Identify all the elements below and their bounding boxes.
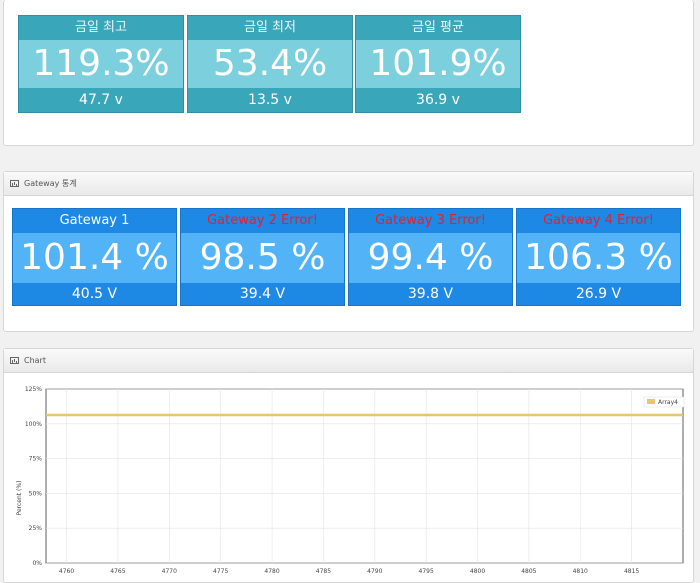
gateway-card-voltage: 26.9 V [517, 283, 680, 305]
stat-card-max: 금일 최고 119.3% 47.7 v [18, 15, 184, 113]
stat-card-title: 금일 최저 [188, 16, 352, 40]
x-tick-label: 4770 [162, 568, 177, 575]
gateway-card-percent: 99.4 % [349, 233, 512, 283]
gateway-card-title: Gateway 3 Error! [349, 209, 512, 233]
chart-panel: Chart 0% 25% 50% 75% 100% 125% 4760 4765 4770 47… [3, 348, 694, 583]
y-tick-label: 50% [29, 490, 43, 497]
chart-panel-title: Chart [24, 355, 46, 365]
y-tick-label: 100% [25, 421, 42, 428]
gateway-card-voltage: 39.4 V [181, 283, 344, 305]
x-tick-label: 4805 [521, 568, 536, 575]
stat-card-voltage: 47.7 v [19, 88, 183, 112]
x-ticks: 4760 4765 4770 4775 4780 4785 4790 4795 4800 4805… [59, 568, 640, 575]
bar-chart-icon [10, 180, 19, 187]
y-tick-label: 75% [29, 456, 43, 463]
y-ticks: 0% 25% 50% 75% 100% 125% [25, 386, 42, 567]
line-chart: 0% 25% 50% 75% 100% 125% 4760 4765 4770 4775 4780… [16, 386, 685, 575]
stat-card-percent: 53.4% [188, 40, 352, 88]
legend-label: Array4 [658, 399, 678, 406]
stat-card-title: 금일 평균 [356, 16, 520, 40]
gateway-panel-title: Gateway 통계 [24, 178, 77, 188]
x-tick-label: 4795 [419, 568, 434, 575]
legend-box [643, 396, 685, 408]
gateway-card-4: Gateway 4 Error! 106.3 % 26.9 V [516, 208, 681, 306]
gateway-card-voltage: 40.5 V [13, 283, 176, 305]
stat-card-percent: 119.3% [19, 40, 183, 88]
stat-card-voltage: 13.5 v [188, 88, 352, 112]
stat-card-voltage: 36.9 v [356, 88, 520, 112]
chart-grid [45, 388, 684, 564]
gateway-card-percent: 106.3 % [517, 233, 680, 283]
x-tick-label: 4810 [573, 568, 588, 575]
gateway-card-title: Gateway 1 [13, 209, 176, 233]
plot-area [45, 388, 684, 564]
x-tick-label: 4800 [470, 568, 485, 575]
x-tick-label: 4815 [624, 568, 639, 575]
y-tick-label: 125% [25, 386, 42, 393]
x-tick-label: 4765 [110, 568, 125, 575]
gateway-stats-panel: Gateway 통계 Gateway 1 101.4 % 40.5 V Gate… [3, 171, 694, 332]
y-axis-label: Percent (%) [16, 481, 23, 516]
y-tick-label: 0% [32, 560, 42, 567]
today-stats-panel: 금일 최고 119.3% 47.7 v 금일 최저 53.4% 13.5 v 금… [3, 0, 694, 146]
legend-swatch [647, 399, 655, 404]
stat-card-percent: 101.9% [356, 40, 520, 88]
gateway-card-percent: 101.4 % [13, 233, 176, 283]
x-tick-label: 4785 [316, 568, 331, 575]
x-tick-label: 4780 [264, 568, 279, 575]
gateway-card-voltage: 39.8 V [349, 283, 512, 305]
x-tick-label: 4790 [367, 568, 382, 575]
gateway-card-title: Gateway 4 Error! [517, 209, 680, 233]
gateway-panel-header: Gateway 통계 [4, 172, 693, 196]
legend: Array4 [643, 396, 685, 408]
stat-card-title: 금일 최고 [19, 16, 183, 40]
stat-card-min: 금일 최저 53.4% 13.5 v [187, 15, 353, 113]
bar-chart-icon [10, 357, 19, 364]
chart-panel-header: Chart [4, 349, 693, 373]
stat-card-avg: 금일 평균 101.9% 36.9 v [355, 15, 521, 113]
gateway-card-percent: 98.5 % [181, 233, 344, 283]
y-tick-label: 25% [29, 525, 43, 532]
gateway-card-1: Gateway 1 101.4 % 40.5 V [12, 208, 177, 306]
gateway-card-2: Gateway 2 Error! 98.5 % 39.4 V [180, 208, 345, 306]
x-tick-label: 4760 [59, 568, 74, 575]
gateway-card-3: Gateway 3 Error! 99.4 % 39.8 V [348, 208, 513, 306]
x-tick-label: 4775 [213, 568, 228, 575]
gateway-card-title: Gateway 2 Error! [181, 209, 344, 233]
